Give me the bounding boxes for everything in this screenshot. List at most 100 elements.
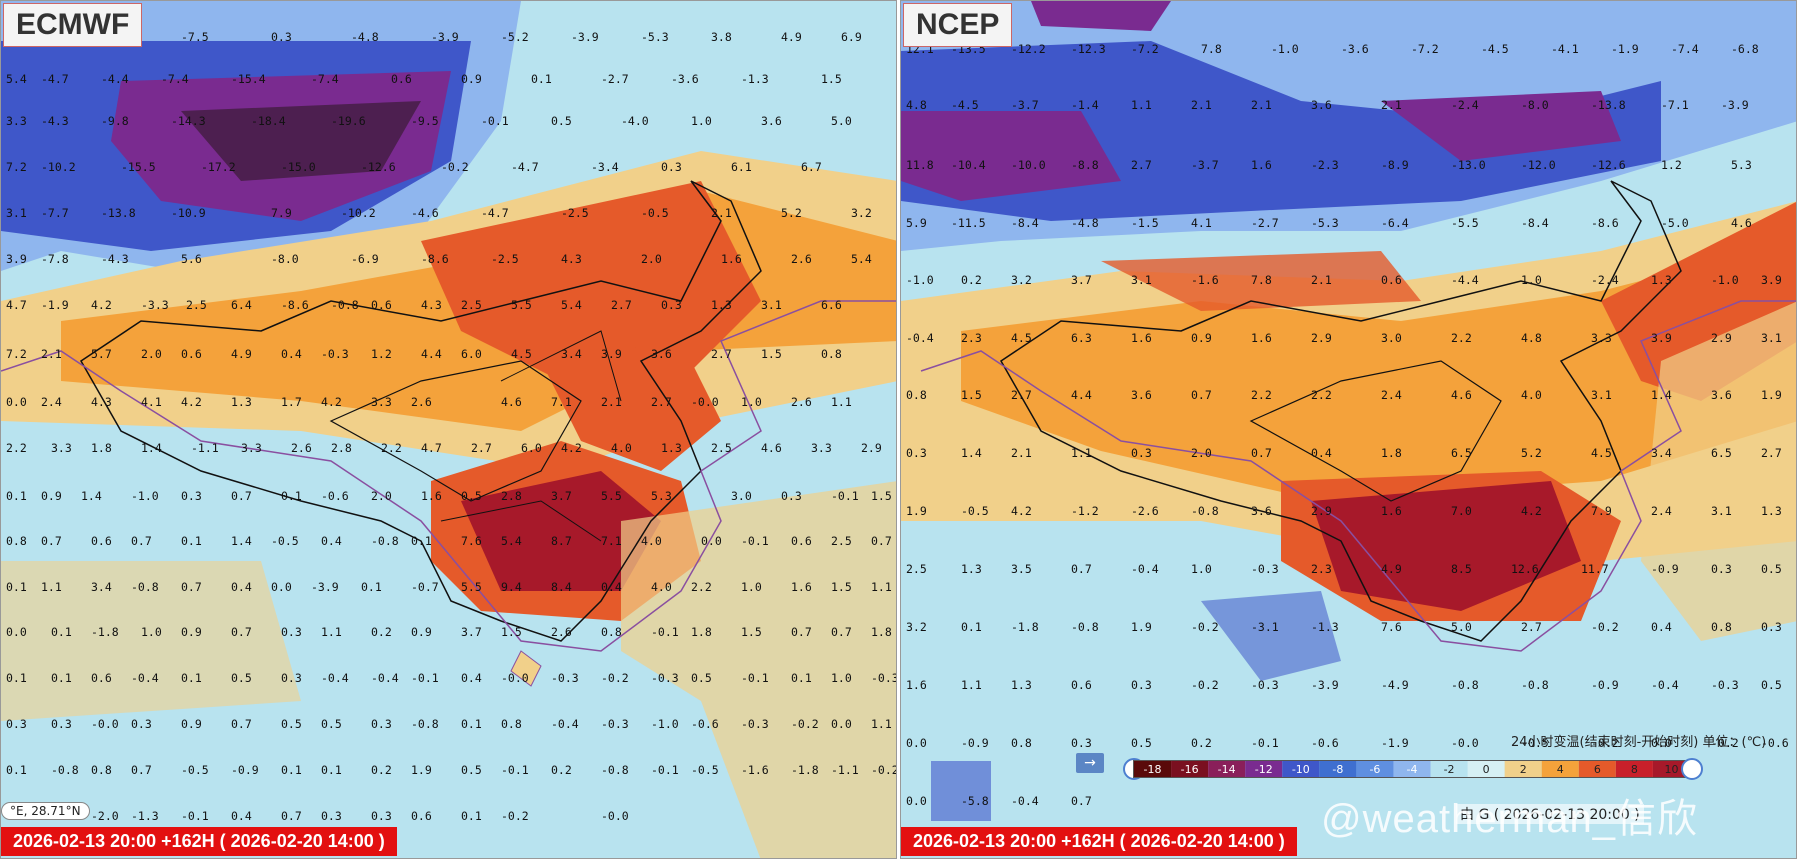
svg-text:1.3: 1.3 <box>231 395 252 409</box>
svg-text:2.2: 2.2 <box>1251 388 1272 402</box>
svg-text:0.7: 0.7 <box>231 625 252 639</box>
svg-text:1.2: 1.2 <box>1661 158 1682 172</box>
svg-text:0.6: 0.6 <box>91 534 112 548</box>
svg-text:2.6: 2.6 <box>411 395 432 409</box>
svg-text:0.7: 0.7 <box>231 489 252 503</box>
svg-text:4.7: 4.7 <box>421 441 442 455</box>
svg-text:1.6: 1.6 <box>1251 331 1272 345</box>
svg-text:1.6: 1.6 <box>1251 158 1272 172</box>
svg-text:0.3: 0.3 <box>1761 620 1782 634</box>
svg-text:2.1: 2.1 <box>1311 273 1332 287</box>
svg-text:-0.4: -0.4 <box>551 717 579 731</box>
svg-text:0.7: 0.7 <box>1071 794 1092 808</box>
legend-slider-right[interactable] <box>1681 758 1703 780</box>
svg-text:-0.2: -0.2 <box>871 763 897 777</box>
svg-text:4.0: 4.0 <box>1521 388 1542 402</box>
svg-text:3.7: 3.7 <box>551 489 572 503</box>
svg-text:0.6: 0.6 <box>181 347 202 361</box>
svg-text:0.1: 0.1 <box>281 763 302 777</box>
svg-text:-0.8: -0.8 <box>411 717 439 731</box>
svg-text:5.0: 5.0 <box>831 114 852 128</box>
svg-text:-0.5: -0.5 <box>641 206 669 220</box>
svg-text:1.9: 1.9 <box>906 504 927 518</box>
svg-text:7.2: 7.2 <box>6 160 27 174</box>
svg-text:0.0: 0.0 <box>6 625 27 639</box>
svg-text:4.8: 4.8 <box>906 98 927 112</box>
svg-text:3.3: 3.3 <box>51 441 72 455</box>
svg-text:-0.2: -0.2 <box>441 160 469 174</box>
svg-text:6.5: 6.5 <box>1451 446 1472 460</box>
svg-text:4.2: 4.2 <box>181 395 202 409</box>
svg-text:7.1: 7.1 <box>551 395 572 409</box>
svg-text:1.8: 1.8 <box>1381 446 1402 460</box>
svg-text:2.3: 2.3 <box>1311 562 1332 576</box>
legend-tick: -10 <box>1292 763 1310 776</box>
svg-text:-0.1: -0.1 <box>1251 736 1279 750</box>
svg-text:3.1: 3.1 <box>761 298 782 312</box>
svg-text:-0.8: -0.8 <box>131 580 159 594</box>
svg-text:-0.2: -0.2 <box>501 809 529 823</box>
svg-text:-1.8: -1.8 <box>91 625 119 639</box>
svg-text:-6.8: -6.8 <box>1731 42 1759 56</box>
svg-text:4.0: 4.0 <box>651 580 672 594</box>
svg-text:6.4: 6.4 <box>231 298 252 312</box>
svg-text:7.2: 7.2 <box>6 347 27 361</box>
svg-text:-4.5: -4.5 <box>1481 42 1509 56</box>
svg-text:-13.0: -13.0 <box>1451 158 1486 172</box>
svg-text:-5.3: -5.3 <box>641 30 669 44</box>
svg-text:2.9: 2.9 <box>861 441 882 455</box>
svg-text:-2.5: -2.5 <box>491 252 519 266</box>
svg-text:5.4: 5.4 <box>561 298 582 312</box>
svg-text:3.7: 3.7 <box>461 625 482 639</box>
svg-text:3.6: 3.6 <box>651 347 672 361</box>
svg-text:6.5: 6.5 <box>1711 446 1732 460</box>
svg-text:4.6: 4.6 <box>501 395 522 409</box>
legend-swatch <box>1319 761 1357 777</box>
legend-tick: -4 <box>1407 763 1418 776</box>
ncep-panel: 12.1 -13.5 -12.2 -12.3 -7.2 7.8 -1.0 -3.6 -7.2 -4… <box>900 0 1797 859</box>
svg-text:0.3: 0.3 <box>371 717 392 731</box>
svg-text:-0.8: -0.8 <box>331 298 359 312</box>
svg-text:7.1: 7.1 <box>601 534 622 548</box>
svg-text:-8.4: -8.4 <box>1521 216 1549 230</box>
svg-text:0.6: 0.6 <box>371 298 392 312</box>
svg-text:2.4: 2.4 <box>1651 504 1672 518</box>
svg-text:0.1: 0.1 <box>51 625 72 639</box>
svg-text:2.0: 2.0 <box>1191 446 1212 460</box>
svg-text:-1.4: -1.4 <box>1071 98 1099 112</box>
svg-text:4.9: 4.9 <box>231 347 252 361</box>
legend-swatch <box>1356 761 1394 777</box>
svg-text:2.2: 2.2 <box>691 580 712 594</box>
svg-text:1.0: 1.0 <box>691 114 712 128</box>
svg-text:2.6: 2.6 <box>551 625 572 639</box>
svg-text:0.3: 0.3 <box>661 160 682 174</box>
svg-text:7.9: 7.9 <box>1591 504 1612 518</box>
svg-text:0.3: 0.3 <box>1071 736 1092 750</box>
svg-text:-0.8: -0.8 <box>1191 504 1219 518</box>
svg-text:6.7: 6.7 <box>801 160 822 174</box>
svg-text:-0.2: -0.2 <box>791 717 819 731</box>
svg-text:-15.0: -15.0 <box>281 160 316 174</box>
svg-text:1.6: 1.6 <box>721 252 742 266</box>
svg-text:0.8: 0.8 <box>906 388 927 402</box>
svg-text:4.3: 4.3 <box>421 298 442 312</box>
svg-text:1.3: 1.3 <box>961 562 982 576</box>
svg-text:-0.8: -0.8 <box>51 763 79 777</box>
arrow-icon[interactable]: → <box>1076 753 1104 773</box>
svg-text:-7.1: -7.1 <box>1661 98 1689 112</box>
svg-text:-0.3: -0.3 <box>551 671 579 685</box>
svg-text:-2.7: -2.7 <box>1251 216 1279 230</box>
svg-text:1.9: 1.9 <box>1131 620 1152 634</box>
svg-text:3.8: 3.8 <box>711 30 732 44</box>
svg-text:-0.5: -0.5 <box>181 763 209 777</box>
svg-text:0.1: 0.1 <box>361 580 382 594</box>
svg-text:1.6: 1.6 <box>1381 504 1402 518</box>
ncep-map: 12.1 -13.5 -12.2 -12.3 -7.2 7.8 -1.0 -3.6 -7.2 -4… <box>901 1 1796 858</box>
svg-text:1.5: 1.5 <box>961 388 982 402</box>
svg-text:0.0: 0.0 <box>831 717 852 731</box>
svg-text:1.5: 1.5 <box>831 580 852 594</box>
svg-text:11.7: 11.7 <box>1581 562 1609 576</box>
svg-text:0.4: 0.4 <box>321 534 342 548</box>
svg-text:-8.0: -8.0 <box>271 252 299 266</box>
svg-text:7.8: 7.8 <box>1201 42 1222 56</box>
